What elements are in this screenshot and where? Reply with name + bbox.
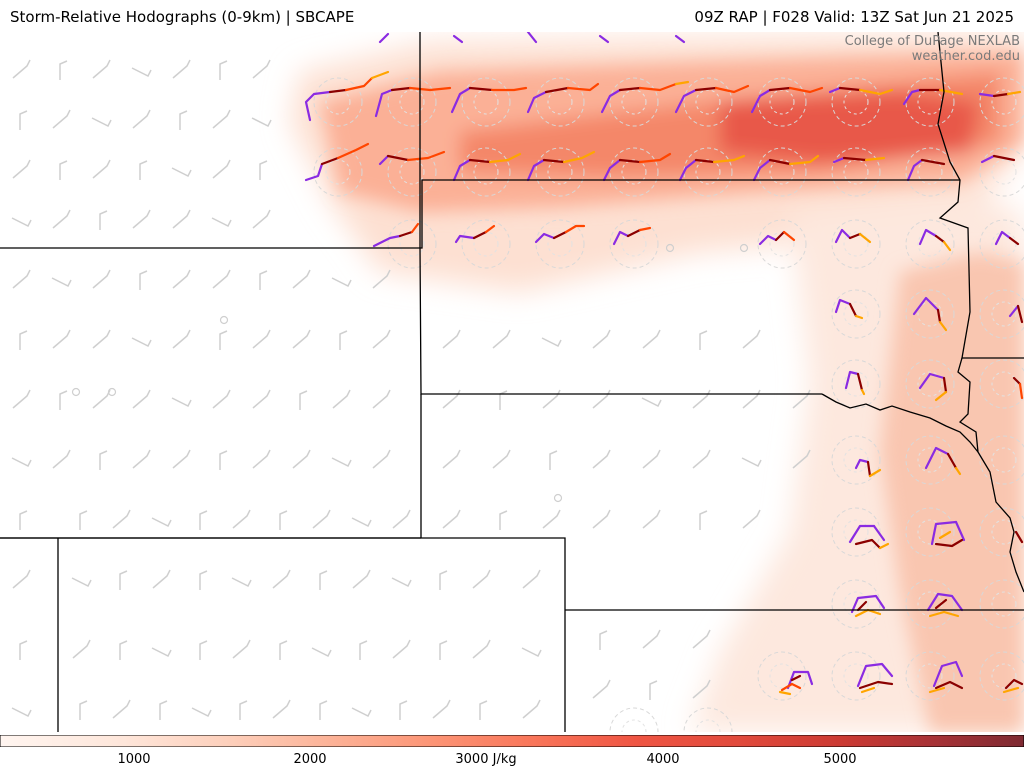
colorbar-tick-4000: 4000 — [646, 752, 680, 767]
colorbar-ticks: 1000 2000 3000 J/kg 4000 5000 — [0, 744, 1024, 768]
colorbar — [0, 732, 1024, 748]
state-borders — [0, 32, 1024, 732]
map-title: Storm-Relative Hodographs (0-9km) | SBCA… — [10, 8, 355, 26]
credit-line-1: College of DuPage NEXLAB — [844, 34, 1020, 49]
credit-watermark: College of DuPage NEXLAB weather.cod.edu — [845, 34, 1020, 64]
colorbar-tick-1000: 1000 — [117, 752, 151, 767]
header-bar: Storm-Relative Hodographs (0-9km) | SBCA… — [0, 0, 1024, 32]
colorbar-tick-2000: 2000 — [293, 752, 327, 767]
cape-shading — [290, 32, 1024, 732]
colorbar-tick-5000: 5000 — [823, 752, 857, 767]
map-area[interactable] — [0, 32, 1024, 732]
colorbar-tick-3000: 3000 J/kg — [455, 752, 517, 767]
map-canvas — [0, 32, 1024, 732]
credit-line-2: weather.cod.edu — [911, 49, 1020, 64]
wind-barbs — [11, 59, 811, 721]
hodographs — [304, 32, 1024, 696]
run-info: 09Z RAP | F028 Valid: 13Z Sat Jun 21 202… — [694, 8, 1014, 26]
